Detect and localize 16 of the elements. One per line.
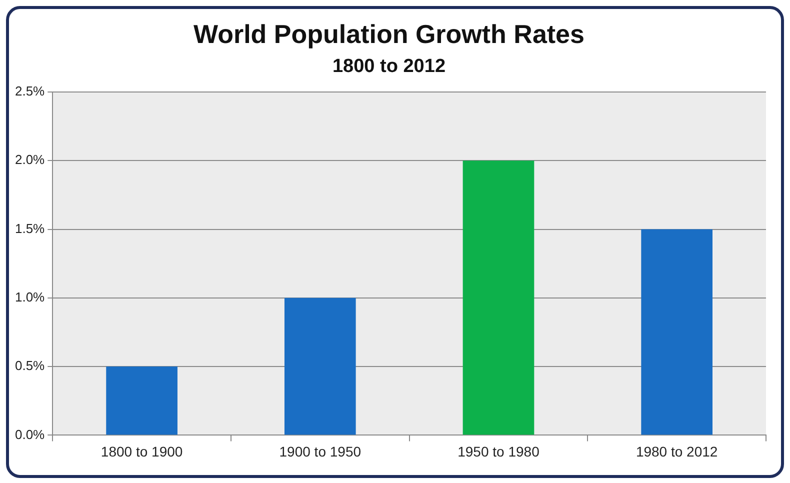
bar (462, 160, 534, 435)
x-tick-label: 1900 to 1950 (279, 443, 362, 460)
x-tick-label: 1950 to 1980 (458, 443, 540, 460)
x-tick-label: 1980 to 2012 (636, 443, 718, 460)
y-tick-label: 1.5% (14, 220, 46, 236)
x-tick-label: 1800 to 1900 (100, 443, 183, 460)
y-tick-label: 0.0% (14, 426, 46, 442)
y-tick-label: 2.5% (14, 84, 46, 99)
bar (641, 229, 712, 435)
chart-title: World Population Growth Rates (194, 18, 584, 49)
y-tick-label: 2.0% (14, 152, 46, 168)
bar (284, 298, 356, 435)
y-tick-label: 0.5% (14, 358, 46, 374)
y-tick-label: 1.0% (14, 290, 46, 304)
bar (106, 366, 178, 435)
chart-subtitle: 1800 to 2012 (332, 56, 446, 77)
